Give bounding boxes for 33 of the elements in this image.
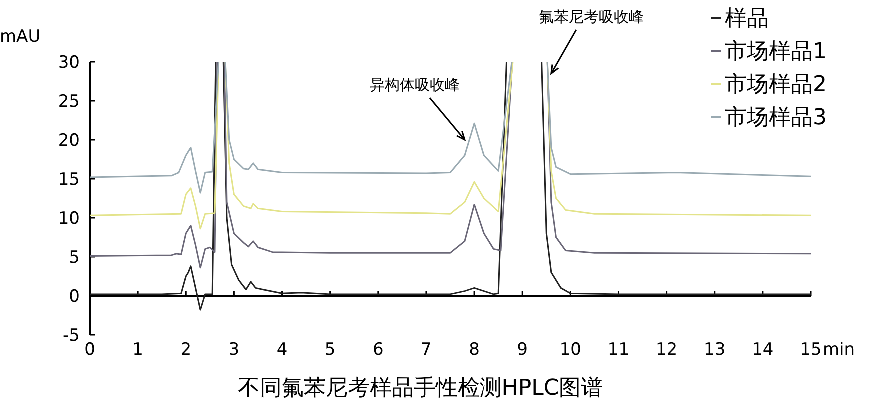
x-tick-label: 3: [228, 340, 240, 360]
y-tick-label: 15: [58, 170, 80, 190]
legend-label: 市场样品1: [725, 40, 827, 65]
text: 不同氟苯尼考样品手性检测HPLC图谱: [238, 376, 604, 401]
y-tick-label: 30: [58, 52, 80, 73]
y-tick-label: 0: [69, 286, 80, 307]
x-tick-label: 5: [324, 340, 336, 360]
x-tick-label: 6: [372, 340, 384, 360]
x-tick-label: 8: [469, 340, 480, 360]
x-tick-label: 9: [517, 340, 528, 360]
legend-label: 市场样品2: [725, 72, 827, 98]
x-tick-label: 0: [84, 340, 96, 360]
annotation: 氟苯尼考吸收峰: [538, 8, 644, 26]
y-tick-label: 5: [69, 248, 80, 268]
x-tick-label: 13: [704, 340, 726, 360]
x-tick-label: 7: [421, 340, 432, 360]
x-tick-label: 10: [560, 340, 582, 360]
y-tick-label: -5: [63, 326, 80, 346]
annotation: 异构体吸收峰: [370, 76, 460, 94]
x-tick-label: 14: [752, 340, 774, 360]
y-tick-label: 10: [58, 208, 80, 229]
x-tick-label: 4: [276, 340, 288, 360]
x-tick-label: 2: [180, 340, 192, 360]
x-tick-label: 1: [132, 340, 144, 360]
legend-label: 市场样品3: [725, 106, 827, 131]
x-tick-label: 11: [608, 340, 630, 360]
x-tick-label: 15: [800, 340, 822, 360]
x-axis-title: min: [823, 340, 856, 360]
y-tick-label: 25: [58, 92, 80, 112]
x-tick-label: 12: [656, 340, 678, 360]
y-tick-label: 20: [58, 130, 80, 151]
y-axis-title: mAU: [0, 27, 41, 47]
legend-label: 样品: [725, 6, 769, 32]
